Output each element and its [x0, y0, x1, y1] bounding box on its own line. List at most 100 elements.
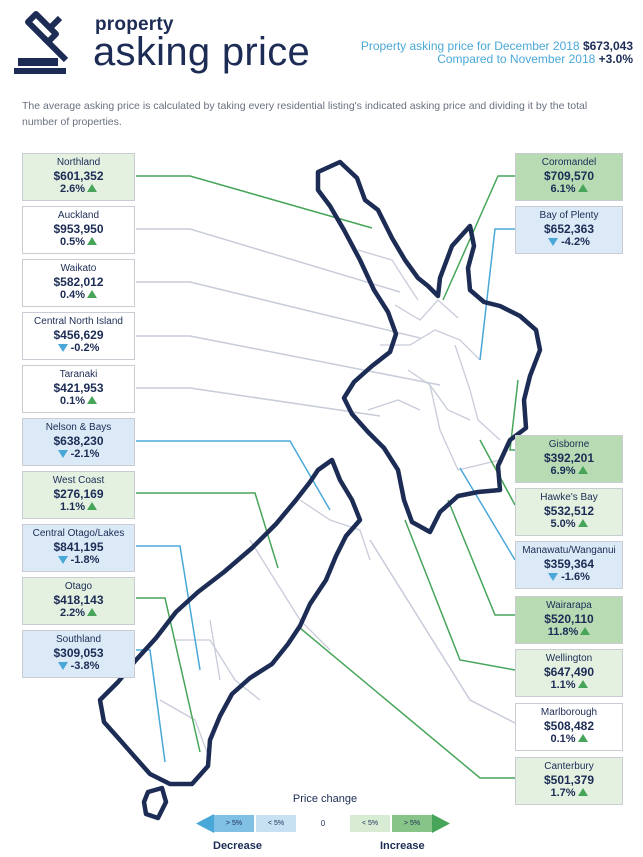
region-card-southland[interactable]: Southland $309,053 -3.8%	[22, 630, 135, 678]
summary-line2-value: +3.0%	[598, 52, 633, 66]
region-name: Manawatu/Wanganui	[522, 545, 616, 556]
increase-arrow-icon	[432, 814, 450, 833]
region-change: -0.2%	[70, 342, 100, 354]
region-name: Central Otago/Lakes	[32, 528, 125, 539]
arrow-down-icon	[57, 556, 68, 564]
region-change: 2.2%	[59, 607, 86, 619]
description: The average asking price is calculated b…	[22, 100, 588, 128]
connector-lines	[136, 175, 519, 779]
region-name: Canterbury	[544, 761, 594, 772]
region-price: $520,110	[544, 612, 594, 626]
region-price: $953,950	[53, 222, 104, 236]
stewart-island-outline	[141, 785, 169, 821]
region-card-bay-of-plenty[interactable]: Bay of Plenty $652,363 -4.2%	[515, 206, 623, 254]
region-card-auckland[interactable]: Auckland $953,950 0.5%	[22, 206, 135, 254]
region-card-coromandel[interactable]: Coromandel $709,570 6.1%	[515, 153, 623, 201]
region-card-west-coast[interactable]: West Coast $276,169 1.1%	[22, 471, 135, 519]
region-name: Wellington	[545, 653, 593, 664]
region-name: Bay of Plenty	[539, 210, 599, 221]
region-price: $601,352	[53, 169, 104, 183]
region-change: -4.2%	[561, 236, 590, 248]
arrow-up-icon	[577, 788, 588, 796]
region-card-taranaki[interactable]: Taranaki $421,953 0.1%	[22, 365, 135, 413]
region-change: 1.1%	[550, 679, 576, 691]
legend-zero: 0	[320, 819, 326, 828]
arrow-up-icon	[577, 184, 588, 192]
region-change: -3.8%	[70, 660, 100, 672]
region-name: Northland	[56, 157, 101, 168]
region-price: $532,512	[543, 504, 595, 518]
region-card-waikato[interactable]: Waikato $582,012 0.4%	[22, 259, 135, 307]
region-card-northland[interactable]: Northland $601,352 2.6%	[22, 153, 135, 201]
south-island-outline	[97, 457, 363, 787]
legend-inc-big: > 5%	[392, 815, 432, 832]
region-change: 0.4%	[59, 289, 86, 301]
header: property asking price Property asking pr…	[0, 0, 643, 80]
decrease-arrow-icon	[196, 814, 214, 833]
region-price: $421,953	[53, 381, 104, 395]
region-change: -1.8%	[70, 554, 100, 566]
region-card-marlborough[interactable]: Marlborough $508,482 0.1%	[515, 703, 623, 751]
region-name: Taranaki	[59, 369, 98, 380]
region-name: Coromandel	[541, 157, 597, 168]
region-price: $709,570	[543, 169, 595, 183]
arrow-down-icon	[57, 344, 68, 352]
region-price: $638,230	[53, 434, 104, 448]
arrow-up-icon	[87, 502, 98, 510]
region-price: $501,379	[543, 773, 595, 787]
region-card-manawatu-wanganui[interactable]: Manawatu/Wanganui $359,364 -1.6%	[515, 541, 623, 589]
region-name: Gisborne	[548, 439, 590, 450]
region-name: Auckland	[57, 210, 100, 221]
region-change: 6.1%	[550, 183, 576, 195]
arrow-up-icon	[87, 608, 98, 616]
arrow-up-icon	[577, 680, 588, 688]
region-price: $508,482	[543, 719, 595, 733]
region-card-wellington[interactable]: Wellington $647,490 1.1%	[515, 649, 623, 697]
region-change: 2.6%	[59, 183, 86, 195]
region-card-wairarapa[interactable]: Wairarapa $520,110 11.8%	[515, 596, 623, 644]
region-card-nelson-bays[interactable]: Nelson & Bays $638,230 -2.1%	[22, 418, 135, 466]
title-small: property	[95, 14, 174, 35]
region-change: 0.5%	[59, 236, 86, 248]
north-island-outline	[315, 159, 543, 535]
region-price: $309,053	[53, 646, 104, 660]
summary-line2-text: Compared to November 2018	[437, 52, 596, 66]
region-card-central-north-island[interactable]: Central North Island $456,629 -0.2%	[22, 312, 135, 360]
gavel-house-icon	[14, 11, 69, 74]
legend-title: Price change	[292, 793, 358, 805]
region-name: Waikato	[60, 263, 97, 274]
summary-line1-value: $673,043	[582, 39, 633, 53]
legend-dec-big: > 5%	[214, 815, 254, 832]
legend-dec-small: < 5%	[256, 815, 296, 832]
region-card-gisborne[interactable]: Gisborne $392,201 6.9%	[515, 435, 623, 483]
arrow-up-icon	[580, 627, 591, 635]
legend-decrease-label: Decrease	[213, 840, 262, 852]
region-card-otago[interactable]: Otago $418,143 2.2%	[22, 577, 135, 625]
arrow-up-icon	[577, 734, 588, 742]
region-price: $647,490	[543, 665, 595, 679]
arrow-up-icon	[577, 519, 588, 527]
region-price: $841,195	[53, 540, 104, 554]
arrow-up-icon	[87, 184, 98, 192]
arrow-up-icon	[577, 466, 588, 474]
region-name: Otago	[64, 581, 93, 592]
region-change: 11.8%	[547, 626, 579, 638]
arrow-down-icon	[57, 450, 68, 458]
region-card-hawkes-bay[interactable]: Hawke's Bay $532,512 5.0%	[515, 488, 623, 536]
region-change: 1.7%	[550, 787, 576, 799]
region-change: 6.9%	[550, 465, 576, 477]
region-price: $359,364	[543, 557, 595, 571]
region-change: 1.1%	[59, 501, 86, 513]
region-card-canterbury[interactable]: Canterbury $501,379 1.7%	[515, 757, 623, 805]
region-name: Southland	[55, 634, 102, 645]
region-name: Nelson & Bays	[45, 422, 112, 433]
summary: Property asking price for December 2018 …	[361, 40, 633, 66]
region-name: Wairarapa	[546, 600, 592, 611]
region-card-central-otago-lakes[interactable]: Central Otago/Lakes $841,195 -1.8%	[22, 524, 135, 572]
region-price: $582,012	[53, 275, 104, 289]
region-name: Marlborough	[540, 707, 598, 718]
page-title: asking price	[93, 30, 311, 74]
region-change: 5.0%	[550, 518, 576, 530]
region-name: West Coast	[52, 475, 105, 486]
